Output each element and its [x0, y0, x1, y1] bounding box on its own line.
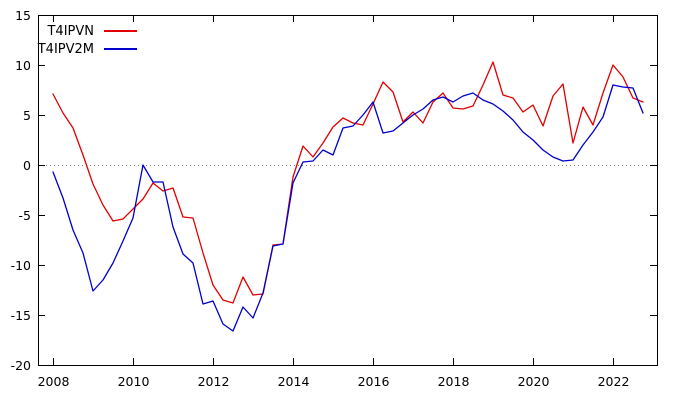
y-tick-label: -10 — [11, 258, 31, 273]
x-tick-label: 2020 — [518, 374, 550, 389]
x-tick-label: 2022 — [598, 374, 630, 389]
legend-line-sample-red — [104, 30, 137, 32]
x-tick-label: 2014 — [278, 374, 310, 389]
y-tick-label: 5 — [23, 108, 31, 123]
legend: T4IPVN T4IPV2M — [0, 22, 140, 58]
series-line-t4ipv2m — [52, 84, 644, 332]
legend-label-t4ipvn: T4IPVN — [47, 23, 94, 39]
x-tick-label: 2016 — [358, 374, 390, 389]
x-tick-label: 2010 — [118, 374, 150, 389]
legend-item-t4ipv2m: T4IPV2M — [0, 40, 140, 58]
x-tick-label: 2008 — [38, 374, 70, 389]
y-tick-label: 15 — [15, 8, 31, 23]
legend-label-t4ipv2m: T4IPV2M — [37, 41, 94, 57]
y-tick-label: 10 — [15, 58, 31, 73]
x-tick-label: 2018 — [438, 374, 470, 389]
y-tick-label: -15 — [11, 308, 31, 323]
y-tick-label: -20 — [11, 358, 31, 373]
plot-border — [38, 15, 658, 366]
y-tick-label: -5 — [19, 208, 31, 223]
legend-line-sample-blue — [104, 48, 137, 50]
y-tick-label: 0 — [23, 158, 31, 173]
legend-item-t4ipvn: T4IPVN — [0, 22, 140, 40]
x-tick-label: 2012 — [198, 374, 230, 389]
series-line-t4ipvn — [52, 61, 644, 304]
